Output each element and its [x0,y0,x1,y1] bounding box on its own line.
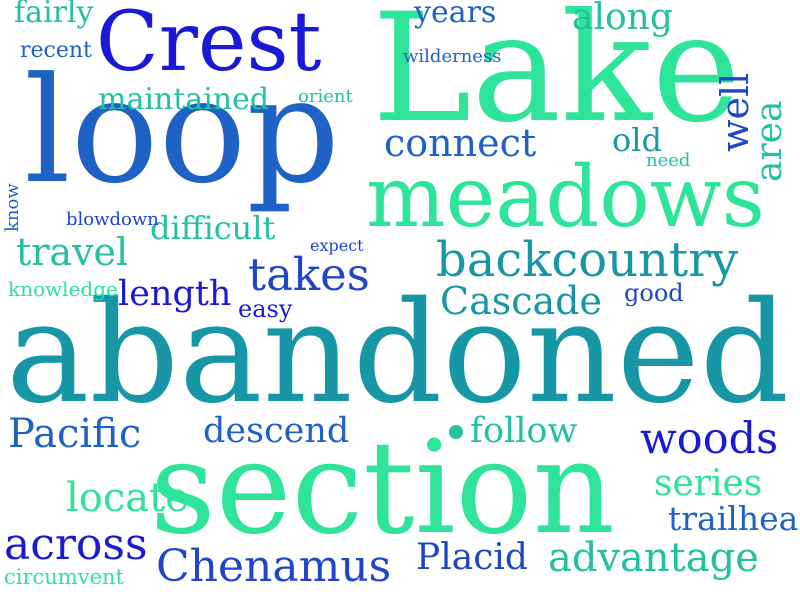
word-locate: trailhead [668,499,800,538]
word-well: wilderness [403,46,502,67]
word-know: need [646,150,691,171]
word-cascade: Cascade [440,279,602,323]
word-travel: travel [16,230,129,274]
dot-marker [449,425,463,439]
word-meadows: meadows [366,148,765,246]
word-expect: good [624,279,684,307]
word-along: Placid [416,537,528,578]
word-placid: series [654,463,763,504]
word-loop: loop [24,46,340,216]
word-wilderness: know [2,183,23,232]
word-circumvent: easy [238,295,293,323]
word-fairly: difficult [150,209,276,247]
word-old: locate [66,475,189,521]
word-across: across [4,519,148,570]
word-knowledge: expect [310,236,364,255]
word-section: section [150,414,615,563]
word-years: old [612,121,662,159]
word-follow: follow [470,411,578,451]
word-easy: fairly [14,0,94,30]
word-backcountry: backcountry [436,232,739,288]
word-good: recent [20,38,92,63]
word-advantage: advantage [548,535,759,581]
word-crest: Crest [96,0,322,90]
word-blowdown: circumvent [4,565,124,589]
word-need: knowledge [8,277,118,301]
word-descend: descend [203,411,350,451]
word-difficult: along [572,0,673,38]
word-orient: blowdown [66,209,159,230]
word-chenamus: Chenamus [156,541,392,592]
word-abandoned: abandoned [6,272,790,435]
word-recent: years [414,0,497,30]
word-trailhead: area [749,100,790,182]
word-area: orient [298,86,353,107]
word-lake: Lake [372,0,741,156]
word-woods: woods [640,414,779,464]
word-pacific: Pacific [8,411,142,457]
word-connect: connect [384,121,537,165]
word-length: length [118,274,232,314]
word-maintained: maintained [98,82,270,117]
word-takes: takes [248,248,370,301]
